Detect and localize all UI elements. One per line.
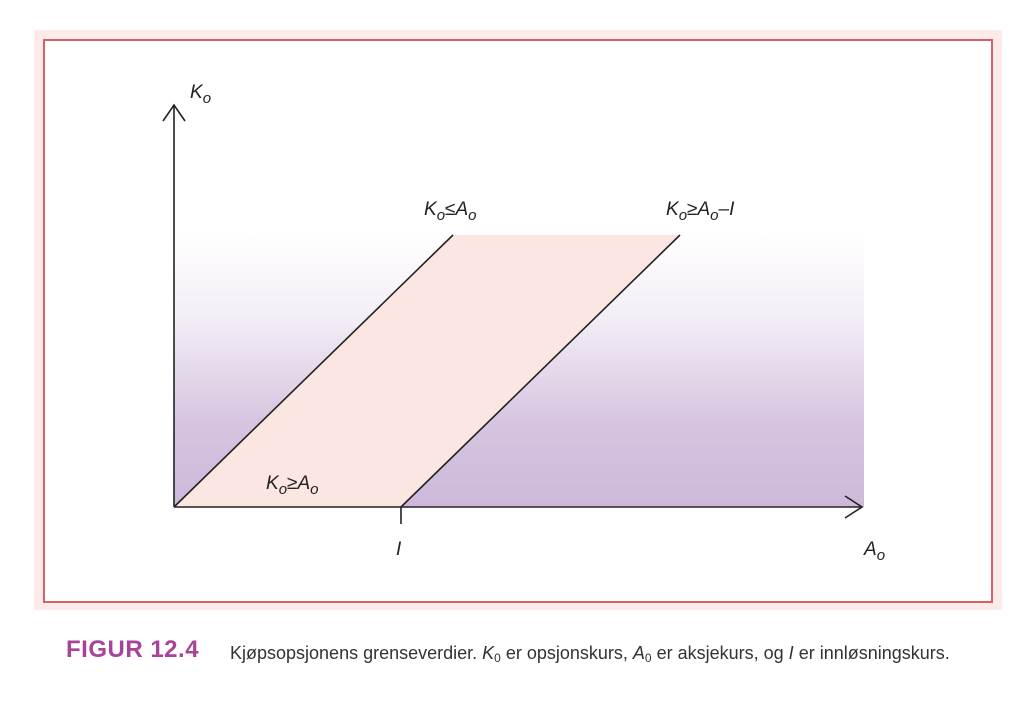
x-tick-label: I (396, 539, 402, 560)
y-axis-label: Ko (190, 82, 211, 107)
caption-part3: er aksjekurs, og (651, 643, 789, 663)
label-lower-bound: Ko≥Ao–I (666, 199, 735, 224)
caption-i: I (788, 643, 794, 663)
caption-part2: er opsjonskurs, (500, 643, 633, 663)
caption-k-sub: 0 (494, 651, 501, 665)
x-axis-label: Ao (863, 539, 885, 564)
diagram: Ko Ao I Ko≤Ao Ko≥Ao–I Ko≥Ao (43, 39, 993, 603)
caption-text: Kjøpsopsjonens grenseverdier. K0 er opsj… (230, 638, 1000, 674)
figure-panel: Ko Ao I Ko≤Ao Ko≥Ao–I Ko≥Ao (34, 30, 1002, 610)
line-upper-bound (173, 234, 454, 508)
label-region-lower: Ko≥Ao (266, 473, 319, 498)
label-upper-bound: Ko≤Ao (424, 199, 477, 224)
line-lower-bound (400, 234, 681, 508)
caption-k: K (482, 643, 495, 663)
caption-a-sub: 0 (644, 651, 652, 665)
y-axis-arrow (162, 103, 186, 122)
caption-part4: er innløsningskurs. (793, 643, 950, 663)
caption-part1: Kjøpsopsjonens grenseverdier. (230, 643, 483, 663)
x-axis-arrow (844, 495, 864, 519)
feasible-region (174, 235, 679, 507)
caption-a: A (632, 643, 645, 663)
caption-label: FIGUR 12.4 (66, 636, 200, 663)
